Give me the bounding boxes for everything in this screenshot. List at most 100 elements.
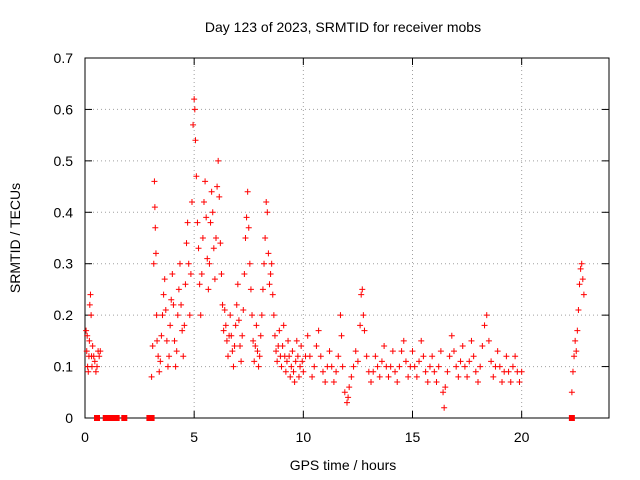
data-point	[85, 368, 92, 375]
data-point	[429, 353, 436, 360]
data-point	[378, 358, 385, 365]
data-point	[392, 368, 399, 375]
data-point	[164, 363, 171, 370]
data-point	[157, 358, 164, 365]
data-point	[198, 271, 205, 277]
data-point	[187, 271, 194, 277]
data-point	[424, 379, 431, 385]
data-point	[402, 358, 409, 365]
data-point	[183, 240, 190, 247]
data-point	[433, 379, 440, 385]
data-point	[300, 368, 307, 375]
data-point	[257, 332, 264, 339]
data-point	[253, 322, 260, 329]
data-point	[577, 265, 584, 272]
x-tick-label: 5	[190, 429, 198, 445]
data-point	[381, 343, 388, 349]
data-point-zero	[102, 415, 109, 421]
data-point	[360, 312, 367, 319]
data-point	[435, 363, 442, 370]
data-point	[266, 281, 273, 288]
data-point	[573, 348, 580, 355]
x-tick-label: 15	[405, 429, 421, 445]
data-point	[152, 250, 159, 257]
data-point	[235, 317, 242, 324]
data-point	[350, 363, 357, 370]
data-point	[286, 353, 293, 360]
data-point	[191, 106, 198, 113]
data-point	[252, 343, 259, 349]
data-point	[571, 353, 578, 360]
data-point	[241, 271, 248, 277]
data-point	[150, 260, 157, 267]
data-point	[289, 348, 296, 355]
data-point	[197, 312, 204, 319]
data-point	[287, 373, 294, 380]
data-point	[196, 281, 203, 288]
data-point	[151, 178, 158, 185]
data-point	[293, 337, 300, 344]
data-point	[83, 348, 90, 355]
data-point	[285, 337, 292, 344]
data-point	[179, 327, 186, 334]
data-point	[494, 348, 501, 355]
data-point	[213, 235, 219, 241]
data-point	[290, 368, 297, 375]
data-point	[245, 224, 252, 231]
x-tick-label: 20	[514, 429, 530, 445]
data-point	[505, 368, 512, 375]
data-point-zero	[107, 415, 114, 421]
data-point	[162, 307, 169, 313]
data-point	[92, 368, 99, 375]
data-point	[507, 379, 514, 385]
data-point	[234, 281, 241, 288]
data-point	[461, 363, 468, 370]
data-point	[222, 322, 229, 329]
data-point	[214, 183, 221, 190]
data-point	[87, 291, 94, 298]
data-point	[151, 204, 158, 211]
data-point	[268, 260, 275, 267]
data-point	[181, 322, 188, 329]
data-point	[479, 343, 486, 349]
data-point	[431, 368, 438, 375]
data-point	[481, 322, 488, 329]
data-point	[83, 327, 90, 334]
data-point	[580, 291, 587, 298]
data-point	[203, 214, 210, 221]
data-point	[184, 219, 191, 226]
data-point	[262, 235, 269, 241]
data-point	[274, 358, 281, 365]
data-point	[475, 379, 481, 385]
data-point	[195, 245, 202, 252]
data-point	[247, 286, 254, 293]
data-point	[359, 286, 366, 293]
data-point	[148, 373, 155, 380]
data-point	[405, 373, 412, 380]
data-point	[396, 363, 403, 370]
data-point	[188, 199, 195, 205]
data-point	[259, 286, 266, 293]
data-point	[468, 337, 475, 344]
data-point	[330, 379, 337, 385]
data-point	[155, 353, 162, 360]
data-point	[258, 312, 265, 319]
data-point	[409, 348, 416, 355]
data-point	[485, 337, 492, 344]
data-point	[167, 322, 174, 329]
data-point	[459, 343, 466, 349]
x-tick-label: 0	[81, 429, 89, 445]
data-point	[211, 276, 218, 283]
data-point	[186, 312, 193, 319]
data-point	[244, 188, 251, 195]
data-point	[223, 337, 230, 344]
data-point	[269, 291, 276, 298]
data-point	[84, 332, 91, 339]
data-point	[418, 337, 425, 344]
data-point	[354, 358, 361, 365]
data-point	[169, 271, 176, 277]
data-point	[233, 301, 240, 308]
data-point	[240, 307, 247, 313]
data-point	[568, 389, 575, 396]
data-point	[400, 337, 407, 344]
